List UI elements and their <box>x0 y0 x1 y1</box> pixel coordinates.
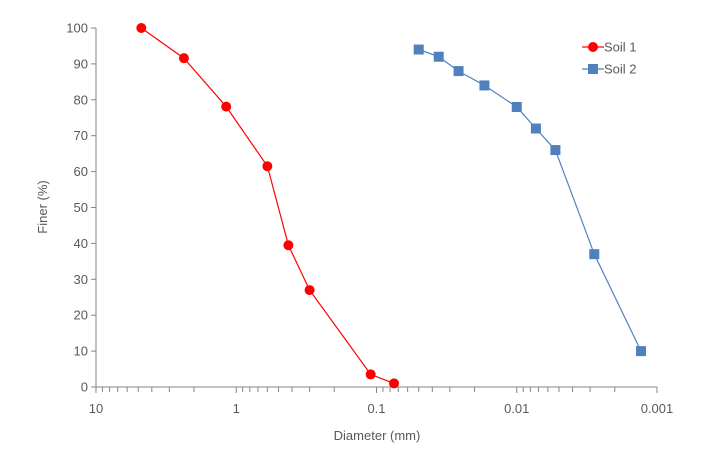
legend-label: Soil 2 <box>604 62 637 77</box>
data-point-soil-1 <box>262 161 273 172</box>
y-tick-label: 0 <box>81 380 88 395</box>
data-point-soil-2 <box>479 80 490 91</box>
y-axis-title: Finer (%) <box>35 180 50 233</box>
y-tick-label: 80 <box>74 92 88 107</box>
y-tick-label: 90 <box>74 56 88 71</box>
data-point-soil-1 <box>283 240 294 251</box>
legend: Soil 1 Soil 2 <box>582 40 637 77</box>
data-point-soil-1 <box>221 101 232 112</box>
data-point-soil-2 <box>550 145 561 156</box>
legend-marker <box>588 42 598 52</box>
data-point-soil-1 <box>389 378 400 389</box>
data-point-soil-2 <box>589 249 600 260</box>
y-tick-label: 10 <box>74 344 88 359</box>
data-point-soil-2 <box>453 66 464 77</box>
y-tick-label: 40 <box>74 236 88 251</box>
data-point-soil-1 <box>136 23 147 33</box>
data-point-soil-2 <box>433 51 444 62</box>
series-line-soil-1 <box>140 27 395 384</box>
y-tick-label: 50 <box>74 200 88 215</box>
series-soil-2 <box>413 44 647 357</box>
y-tick-label: 70 <box>74 128 88 143</box>
x-tick-label: 10 <box>89 401 103 416</box>
data-point-soil-1 <box>365 369 376 380</box>
legend-marker <box>588 64 598 74</box>
legend-item-soil-1: Soil 1 <box>582 40 637 55</box>
axes <box>91 27 658 393</box>
x-axis-title: Diameter (mm) <box>334 428 421 443</box>
data-point-soil-2 <box>530 123 541 134</box>
y-tick-label: 20 <box>74 308 88 323</box>
data-point-soil-2 <box>413 44 424 55</box>
x-tick-label: 0.01 <box>504 401 529 416</box>
data-point-soil-1 <box>304 285 315 296</box>
plot-area <box>136 23 647 389</box>
data-point-soil-2 <box>511 101 522 112</box>
legend-label: Soil 1 <box>604 40 637 55</box>
y-tick-labels: 0 10 20 30 40 50 60 70 80 90 100 <box>66 21 88 395</box>
x-tick-label: 1 <box>233 401 240 416</box>
x-tick-label: 0.001 <box>641 401 674 416</box>
y-tick-label: 100 <box>66 21 88 36</box>
legend-item-soil-2: Soil 2 <box>582 62 637 77</box>
y-tick-label: 60 <box>74 164 88 179</box>
series-line-soil-2 <box>418 48 642 352</box>
x-tick-labels: 10 1 0.1 0.01 0.001 <box>89 401 674 416</box>
x-tick-label: 0.1 <box>367 401 385 416</box>
data-point-soil-1 <box>178 53 189 64</box>
y-tick-label: 30 <box>74 272 88 287</box>
series-soil-1 <box>136 23 400 389</box>
data-point-soil-2 <box>636 346 647 357</box>
